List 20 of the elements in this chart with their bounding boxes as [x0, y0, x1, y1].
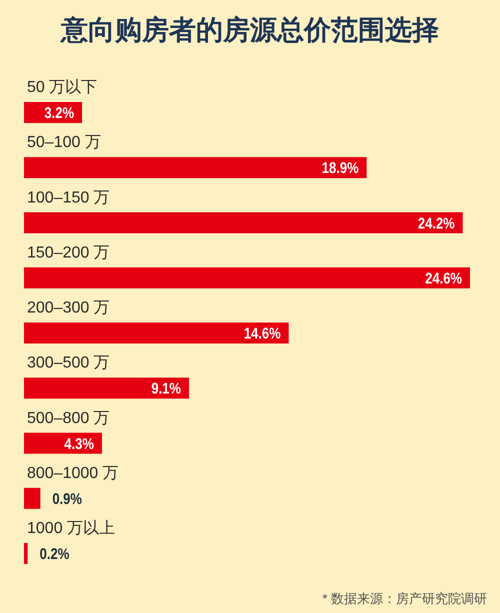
value-label: 0.9% — [52, 490, 82, 508]
category-label: 100–150 万 — [27, 189, 110, 206]
value-label: 18.9% — [322, 160, 359, 178]
value-label: 0.2% — [40, 546, 70, 564]
category-label: 1000 万以上 — [27, 520, 116, 537]
category-label: 150–200 万 — [27, 244, 110, 262]
title: 意向购房者的房源总价范围选择 — [61, 15, 439, 45]
value-label: 4.3% — [64, 436, 94, 454]
value-label: 9.1% — [151, 380, 181, 398]
annotation: * 数据来源：房产研究院调研 — [322, 591, 487, 606]
category-label: 800–1000 万 — [27, 464, 119, 482]
category-label: 500–800 万 — [27, 410, 110, 427]
category-label: 200–300 万 — [27, 300, 110, 316]
value-label: 24.2% — [418, 215, 455, 233]
value-label: 24.6% — [425, 270, 462, 288]
category-label: 300–500 万 — [27, 354, 110, 372]
category-label: 50–100 万 — [27, 134, 101, 152]
value-label: 14.6% — [244, 326, 281, 343]
category-label: 50 万以下 — [27, 79, 98, 96]
value-label: 3.2% — [44, 105, 74, 122]
